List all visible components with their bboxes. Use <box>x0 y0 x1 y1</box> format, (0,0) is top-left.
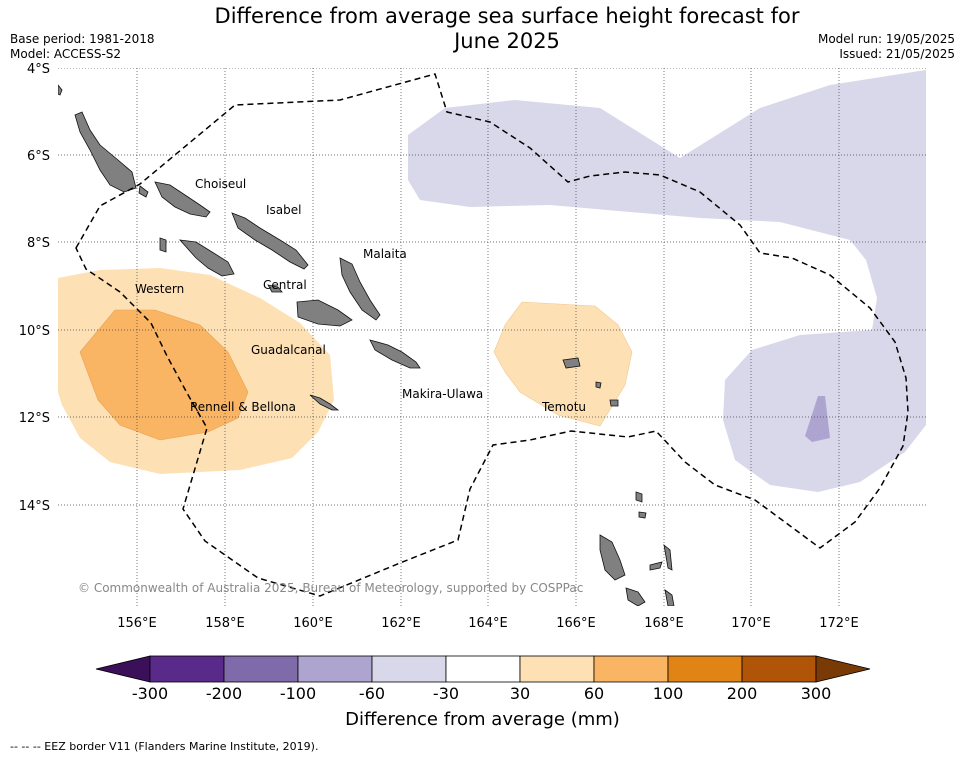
eez-footnote: -- -- -- EEZ border V11 (Flanders Marine… <box>10 740 319 753</box>
label-western: Western <box>135 282 184 296</box>
label-malaita: Malaita <box>363 247 407 261</box>
graticule <box>58 68 926 606</box>
colorbar-bin-9 <box>741 655 817 683</box>
lat-label-14s: 14°S <box>19 499 50 514</box>
colorbar-bin-1 <box>149 655 225 683</box>
choiseul-main-island <box>154 181 211 218</box>
label-rennell-bellona: Rennell & Bellona <box>190 400 296 414</box>
lat-label-8s: 8°S <box>27 236 50 251</box>
label-makira-ulawa: Makira-Ulawa <box>402 387 483 401</box>
islands <box>58 84 675 606</box>
copyright-notice: © Commonwealth of Australia 2025, Bureau… <box>78 581 583 595</box>
lon-label-166e: 166°E <box>556 616 596 631</box>
label-isabel: Isabel <box>266 203 301 217</box>
colorbar-extend-low <box>95 655 151 683</box>
lon-label-168e: 168°E <box>644 616 684 631</box>
banks-island <box>638 511 647 519</box>
vella-lavella-island <box>138 185 149 198</box>
label-guadalcanal: Guadalcanal <box>251 343 326 357</box>
colorbar-ticks: -300 -200 -100 -60 -30 30 60 100 200 300 <box>132 684 831 703</box>
strong-negative-anomaly-spot <box>805 396 830 442</box>
lat-label-6s: 6°S <box>27 149 50 164</box>
colorbar-tick: 100 <box>653 684 684 703</box>
espiritu-santo-island <box>599 534 626 581</box>
map-title: Difference from average sea surface heig… <box>0 4 965 54</box>
malaita-island <box>339 257 381 321</box>
rendova-island <box>159 237 167 253</box>
colorbar-bin-8 <box>667 655 743 683</box>
colorbar-bin-7 <box>593 655 669 683</box>
nggela-island <box>296 299 353 327</box>
title-line-2: June 2025 <box>454 29 560 53</box>
vanikoro-island <box>609 399 619 407</box>
meta-right: Model run: 19/05/2025 Issued: 21/05/2025 <box>818 32 955 62</box>
map-area <box>58 68 926 606</box>
colorbar-bin-5 <box>445 655 521 683</box>
ambae-island <box>649 561 663 571</box>
malakula-island <box>625 587 646 606</box>
lon-label-156e: 156°E <box>117 616 157 631</box>
rennell-island <box>309 394 340 411</box>
colorbar-tick: 200 <box>727 684 758 703</box>
model-name: Model: ACCESS-S2 <box>10 47 122 61</box>
colorbar <box>95 655 871 683</box>
makira-island <box>369 339 421 369</box>
base-period: Base period: 1981-2018 <box>10 32 155 46</box>
colorbar-tick: 30 <box>510 684 530 703</box>
lon-label-158e: 158°E <box>205 616 245 631</box>
longitude-labels: 156°E 158°E 160°E 162°E 164°E 166°E 168°… <box>117 616 859 631</box>
negative-anomaly-region <box>408 70 926 492</box>
colorbar-tick: -200 <box>206 684 242 703</box>
latitude-labels: 4°S 6°S 8°S 10°S 12°S 14°S <box>19 62 50 514</box>
model-run: Model run: 19/05/2025 <box>817 32 955 46</box>
nendo-island <box>562 357 581 369</box>
issued-date: Issued: 21/05/2025 <box>839 47 955 61</box>
lon-label-170e: 170°E <box>731 616 771 631</box>
colorbar-bin-6 <box>519 655 595 683</box>
colorbar-tick: -300 <box>132 684 168 703</box>
maewo-island <box>663 543 673 571</box>
colorbar-tick: 60 <box>584 684 604 703</box>
label-choiseul: Choiseul <box>195 177 246 191</box>
colorbar-tick: -60 <box>359 684 385 703</box>
choiseul-island <box>74 111 137 193</box>
label-central: Central <box>263 278 307 292</box>
lon-label-162e: 162°E <box>381 616 421 631</box>
positive-anomaly-core-west <box>79 309 249 441</box>
isabel-island <box>231 212 309 270</box>
province-labels: Choiseul Isabel Malaita Western Central … <box>135 177 586 414</box>
bougainville-island-tip <box>58 84 63 96</box>
lat-label-12s: 12°S <box>19 411 50 426</box>
colorbar-tick: 300 <box>801 684 832 703</box>
title-line-1: Difference from average sea surface heig… <box>214 4 800 28</box>
russell-island <box>267 284 283 293</box>
colorbar-title: Difference from average (mm) <box>345 709 620 730</box>
new-georgia-island <box>178 239 235 277</box>
lon-label-172e: 172°E <box>819 616 859 631</box>
eez-border <box>75 73 909 597</box>
lon-label-164e: 164°E <box>468 616 508 631</box>
lat-label-4s: 4°S <box>27 62 50 77</box>
pentecost-island <box>664 589 675 606</box>
utupua-island <box>595 381 602 389</box>
lon-label-160e: 160°E <box>293 616 333 631</box>
torres-islands <box>635 491 643 503</box>
colorbar-tick: -30 <box>433 684 459 703</box>
colorbar-bin-3 <box>297 655 373 683</box>
colorbar-bin-4 <box>371 655 447 683</box>
colorbar-bin-2 <box>223 655 299 683</box>
colorbar-tick: -100 <box>280 684 316 703</box>
positive-anomaly-region-east <box>493 301 633 427</box>
colorbar-extend-high <box>815 655 871 683</box>
lat-label-10s: 10°S <box>19 324 50 339</box>
meta-left: Base period: 1981-2018 Model: ACCESS-S2 <box>10 32 155 62</box>
label-temotu: Temotu <box>541 400 586 414</box>
